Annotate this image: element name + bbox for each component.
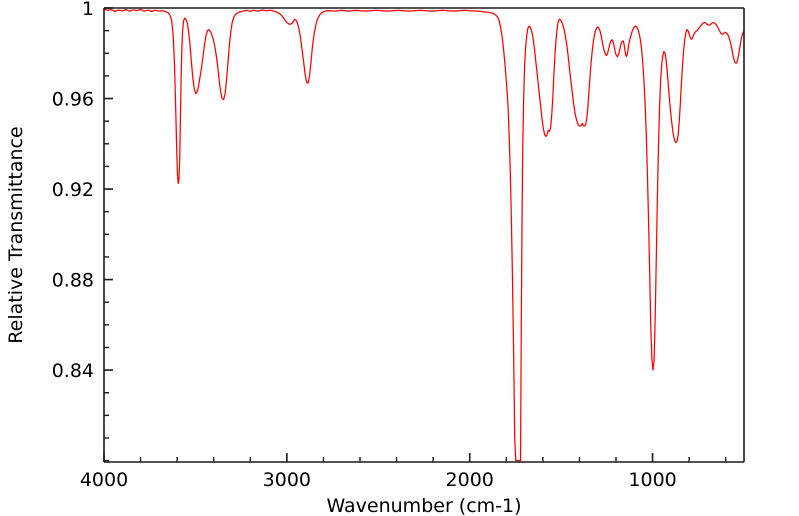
x-tick-label: 2000 (446, 469, 494, 491)
spectrum-line-0 (104, 8, 744, 462)
y-axis-title: Relative Transmittance (5, 126, 27, 343)
x-tick-label: 1000 (628, 469, 676, 491)
y-tick-label: 0.88 (52, 270, 94, 292)
y-tick-label: 0.92 (52, 179, 94, 201)
x-tick-label: 3000 (263, 469, 311, 491)
x-axis-title: Wavenumber (cm-1) (326, 495, 521, 516)
x-tick-label: 4000 (80, 469, 128, 491)
y-tick-label: 1 (82, 0, 94, 20)
y-tick-label: 0.84 (52, 360, 94, 382)
y-tick-label: 0.96 (52, 89, 94, 111)
